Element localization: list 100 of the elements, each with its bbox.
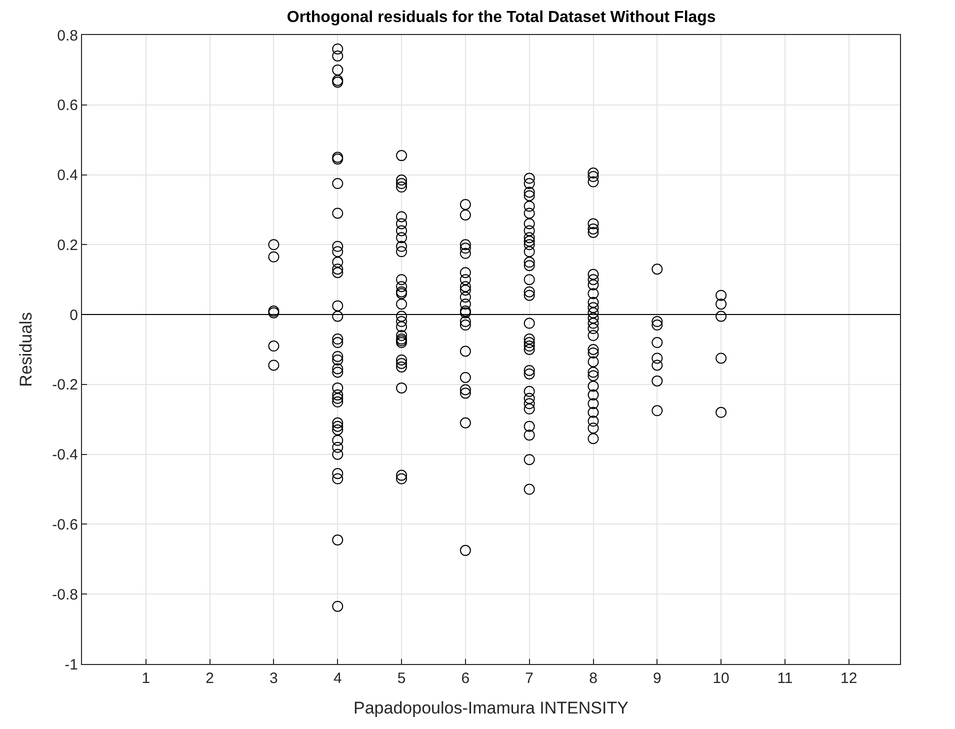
x-tick-label: 9 (652, 670, 662, 687)
point (588, 356, 599, 368)
point (588, 380, 599, 392)
point (524, 186, 535, 198)
point (524, 318, 535, 329)
point (588, 366, 599, 378)
point (524, 225, 535, 236)
x-tick-label: 5 (397, 670, 406, 687)
x-tick-label: 10 (712, 670, 730, 687)
y-tick-label: -0.2 (52, 376, 78, 394)
point (332, 417, 344, 428)
point (588, 223, 599, 234)
point (268, 239, 280, 250)
y-tick-label: 0.6 (57, 97, 78, 114)
point (396, 274, 408, 286)
point (524, 364, 535, 376)
point (524, 200, 535, 212)
point (652, 352, 663, 364)
x-tick-label: 4 (333, 670, 342, 687)
point (588, 307, 599, 318)
point (588, 279, 599, 290)
point (332, 264, 344, 275)
point (716, 298, 727, 310)
point (524, 290, 535, 301)
point (396, 316, 408, 328)
point (588, 344, 599, 355)
point (332, 64, 344, 76)
y-tick-label: -0.8 (52, 586, 78, 604)
point (460, 417, 471, 428)
point (460, 242, 471, 254)
point (396, 225, 408, 236)
point (396, 358, 408, 369)
point (588, 318, 599, 329)
point (332, 392, 344, 404)
point (332, 337, 344, 348)
point (588, 416, 599, 427)
point (524, 368, 535, 380)
point (588, 398, 599, 410)
point (460, 274, 471, 286)
point (332, 366, 344, 378)
point (588, 347, 599, 358)
x-axis-title: Papadopoulos-Imamura INTENSITY (354, 698, 628, 718)
point (460, 281, 471, 292)
point (460, 316, 471, 328)
point (460, 267, 471, 278)
y-tick-label: 0.8 (57, 27, 78, 44)
point (524, 256, 535, 268)
point (460, 544, 471, 556)
point (652, 264, 663, 275)
point (332, 448, 344, 460)
point (396, 182, 408, 193)
point (332, 468, 344, 480)
point (524, 398, 535, 410)
point (332, 267, 344, 278)
point (716, 310, 727, 322)
point (524, 454, 535, 466)
point (332, 434, 344, 446)
point (524, 344, 535, 355)
point (588, 268, 599, 280)
point (716, 406, 727, 418)
y-tick-label: 0.4 (57, 167, 78, 184)
point (396, 232, 408, 244)
point (396, 174, 408, 186)
point (460, 384, 471, 396)
point (268, 251, 280, 262)
point (716, 290, 727, 301)
point (332, 208, 344, 219)
point (460, 346, 471, 357)
point (460, 198, 471, 210)
point (396, 240, 408, 252)
point (332, 396, 344, 408)
point (652, 316, 663, 328)
point (396, 218, 408, 230)
point (524, 190, 535, 202)
point (588, 312, 599, 324)
y-axis-title: Residuals (16, 312, 36, 387)
point (396, 473, 408, 484)
point (524, 337, 535, 348)
point (524, 218, 535, 230)
y-tick-label: -1 (64, 656, 78, 674)
y-tick-label: 0.2 (57, 236, 78, 254)
point (524, 420, 535, 432)
x-tick-label: 12 (840, 670, 858, 687)
point (588, 370, 599, 382)
point (268, 360, 280, 371)
point (332, 389, 344, 400)
point (332, 600, 344, 612)
point (332, 256, 344, 268)
point (396, 150, 408, 162)
point (588, 171, 599, 182)
point (396, 361, 408, 372)
point (588, 422, 599, 434)
point (524, 340, 535, 352)
point (524, 334, 535, 345)
point (652, 320, 663, 331)
x-tick-label: 6 (461, 670, 470, 687)
point (588, 323, 599, 334)
point (332, 424, 344, 436)
point (588, 433, 599, 444)
point (588, 274, 599, 286)
